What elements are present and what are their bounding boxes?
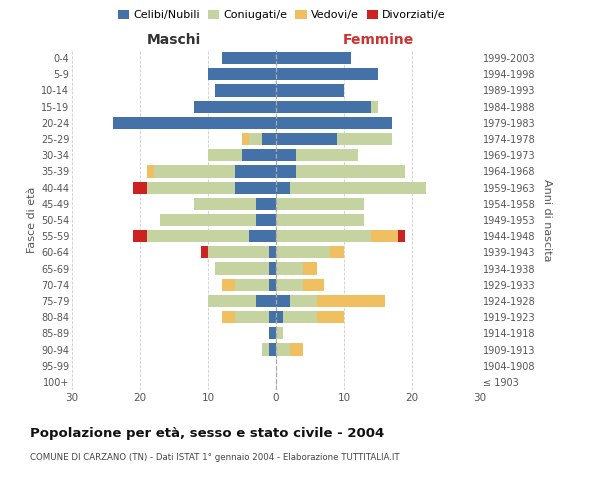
Bar xyxy=(215,84,276,96)
Bar xyxy=(221,311,235,323)
Bar xyxy=(269,262,276,274)
Bar xyxy=(303,278,323,291)
Bar xyxy=(276,198,364,210)
Bar xyxy=(290,182,425,194)
Bar xyxy=(201,246,208,258)
Bar xyxy=(249,230,276,242)
Bar xyxy=(208,246,269,258)
Bar xyxy=(235,166,276,177)
Bar xyxy=(276,262,303,274)
Bar xyxy=(256,295,276,307)
Bar xyxy=(276,295,290,307)
Bar xyxy=(235,278,269,291)
Bar xyxy=(194,198,256,210)
Bar xyxy=(276,100,371,112)
Bar xyxy=(276,84,344,96)
Bar xyxy=(276,344,290,355)
Bar xyxy=(147,166,154,177)
Bar xyxy=(133,230,147,242)
Bar xyxy=(208,295,256,307)
Bar xyxy=(276,278,303,291)
Bar xyxy=(208,68,276,80)
Text: Maschi: Maschi xyxy=(147,34,201,48)
Bar xyxy=(371,230,398,242)
Text: Femmine: Femmine xyxy=(343,34,413,48)
Bar xyxy=(371,100,378,112)
Bar xyxy=(242,149,276,162)
Bar xyxy=(269,246,276,258)
Bar xyxy=(160,214,256,226)
Bar xyxy=(269,344,276,355)
Bar xyxy=(215,262,269,274)
Bar xyxy=(331,246,344,258)
Y-axis label: Anni di nascita: Anni di nascita xyxy=(542,179,552,261)
Bar xyxy=(317,295,385,307)
Bar xyxy=(256,214,276,226)
Bar xyxy=(276,117,392,129)
Bar xyxy=(276,328,283,340)
Bar xyxy=(221,52,276,64)
Text: COMUNE DI CARZANO (TN) - Dati ISTAT 1° gennaio 2004 - Elaborazione TUTTITALIA.IT: COMUNE DI CARZANO (TN) - Dati ISTAT 1° g… xyxy=(30,452,400,462)
Bar xyxy=(147,182,235,194)
Bar xyxy=(290,344,303,355)
Bar xyxy=(208,149,242,162)
Bar xyxy=(290,295,317,307)
Bar xyxy=(276,311,283,323)
Bar xyxy=(113,117,276,129)
Bar xyxy=(269,278,276,291)
Bar xyxy=(133,182,147,194)
Bar xyxy=(269,328,276,340)
Bar xyxy=(296,149,358,162)
Bar xyxy=(276,246,331,258)
Bar xyxy=(249,133,262,145)
Bar xyxy=(276,182,290,194)
Bar xyxy=(276,166,296,177)
Legend: Celibi/Nubili, Coniugati/e, Vedovi/e, Divorziati/e: Celibi/Nubili, Coniugati/e, Vedovi/e, Di… xyxy=(114,6,450,25)
Bar xyxy=(276,68,378,80)
Bar xyxy=(276,149,296,162)
Bar xyxy=(276,214,364,226)
Bar xyxy=(262,344,269,355)
Bar xyxy=(262,133,276,145)
Bar xyxy=(147,230,249,242)
Text: Popolazione per età, sesso e stato civile - 2004: Popolazione per età, sesso e stato civil… xyxy=(30,428,384,440)
Bar xyxy=(276,52,351,64)
Bar xyxy=(276,133,337,145)
Bar xyxy=(256,198,276,210)
Bar xyxy=(221,278,235,291)
Bar xyxy=(235,311,269,323)
Bar xyxy=(283,311,317,323)
Bar xyxy=(235,182,276,194)
Bar xyxy=(154,166,235,177)
Bar xyxy=(269,311,276,323)
Bar xyxy=(337,133,392,145)
Bar xyxy=(303,262,317,274)
Y-axis label: Fasce di età: Fasce di età xyxy=(26,187,37,253)
Bar xyxy=(398,230,405,242)
Bar xyxy=(317,311,344,323)
Bar xyxy=(296,166,405,177)
Bar xyxy=(276,230,371,242)
Bar xyxy=(194,100,276,112)
Bar xyxy=(242,133,249,145)
